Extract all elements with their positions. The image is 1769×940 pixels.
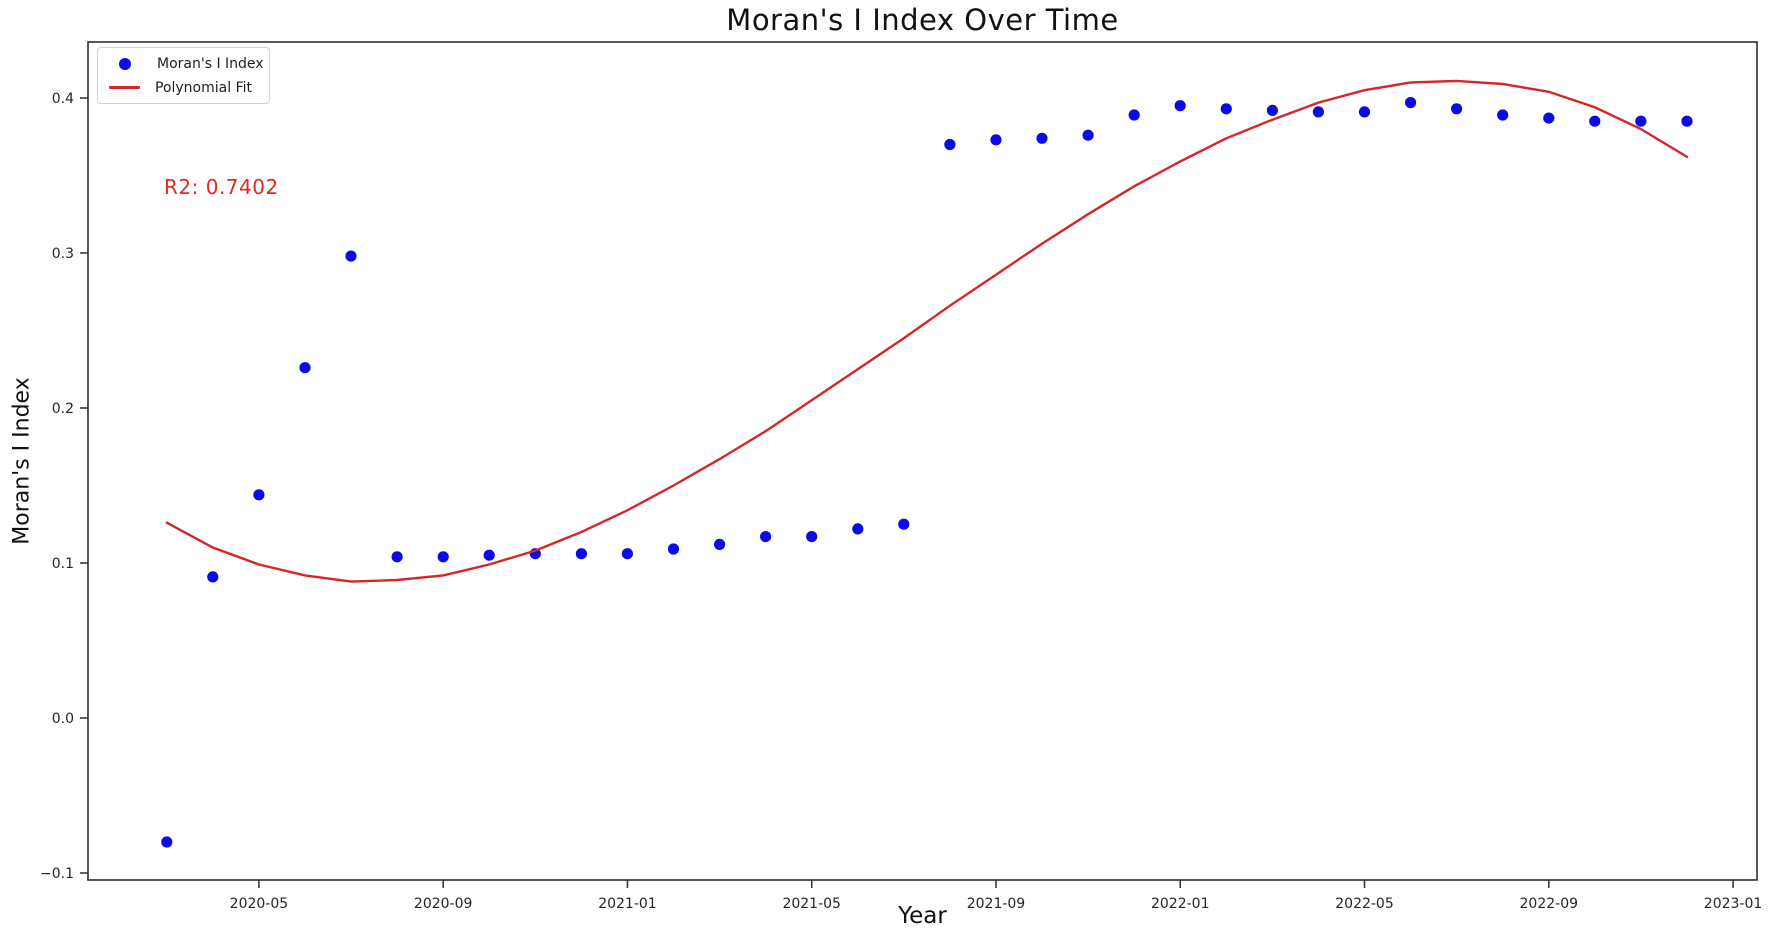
scatter-point [1451, 103, 1463, 115]
scatter-point [207, 571, 219, 583]
scatter-point [1266, 104, 1278, 116]
legend-scatter-marker-icon [119, 57, 131, 70]
scatter-point [990, 134, 1002, 146]
x-tick-label: 2022-01 [1151, 896, 1210, 912]
scatter-point [1036, 132, 1048, 144]
scatter-point [1358, 106, 1371, 118]
scatter-point [437, 551, 449, 563]
scatter-point [621, 548, 634, 560]
scatter-point [667, 543, 680, 555]
chart-title: Moran's I Index Over Time [726, 3, 1119, 37]
y-axis-label: Moran's I Index [9, 377, 35, 545]
legend: Moran's I Index Polynomial Fit [97, 47, 270, 104]
x-tick-label: 2021-01 [598, 896, 657, 912]
x-tick-label: 2022-09 [1520, 896, 1579, 912]
scatter-point [1082, 129, 1094, 141]
fit-line [165, 79, 1689, 583]
scatter-point [1497, 109, 1509, 121]
scatter-point [483, 549, 495, 561]
legend-item-fit: Polynomial Fit [104, 76, 263, 99]
y-tick-label: 0.3 [52, 246, 74, 262]
legend-line-marker-icon [109, 86, 140, 89]
scatter-point [714, 538, 726, 551]
legend-label-scatter: Moran's I Index [157, 55, 264, 72]
scatter-point [944, 138, 956, 151]
scatter-point [1543, 112, 1555, 124]
scatter-point [1312, 106, 1324, 118]
scatter-point [1635, 115, 1647, 127]
y-tick-label: 0.2 [52, 401, 74, 417]
x-tick-label: 2020-05 [230, 896, 289, 912]
axes-frame [87, 41, 1758, 881]
scatter-point [1174, 100, 1186, 112]
x-tick-label: 2021-09 [967, 896, 1026, 912]
scatter-point [575, 548, 588, 560]
scatter-point [1405, 97, 1417, 109]
x-tick-label: 2022-05 [1335, 896, 1394, 912]
scatter-point [299, 362, 311, 374]
legend-item-scatter: Moran's I Index [104, 52, 264, 75]
x-tick-label: 2023-01 [1704, 896, 1763, 912]
y-tick-label: 0.0 [52, 711, 74, 727]
scatter-point [760, 531, 772, 543]
scatter-point [1128, 109, 1140, 121]
scatter-point [898, 518, 910, 530]
x-tick-label: 2021-05 [782, 896, 841, 912]
scatter-point [1220, 103, 1232, 115]
scatter-point [345, 250, 357, 262]
scatter-point [161, 836, 173, 848]
x-tick-label: 2020-09 [414, 896, 473, 912]
scatter-point [1681, 115, 1693, 127]
scatter-point [1589, 115, 1601, 127]
scatter-point [391, 551, 403, 563]
scatter-point [852, 523, 864, 535]
x-axis-label: Year [898, 903, 947, 929]
scatter-point [806, 531, 818, 543]
y-tick-label: 0.1 [52, 556, 74, 572]
y-tick-label: 0.4 [52, 91, 74, 107]
y-tick-label: −0.1 [40, 866, 74, 882]
scatter-point [253, 489, 265, 501]
legend-label-fit: Polynomial Fit [155, 79, 252, 96]
r2-annotation: R2: 0.7402 [164, 175, 279, 199]
